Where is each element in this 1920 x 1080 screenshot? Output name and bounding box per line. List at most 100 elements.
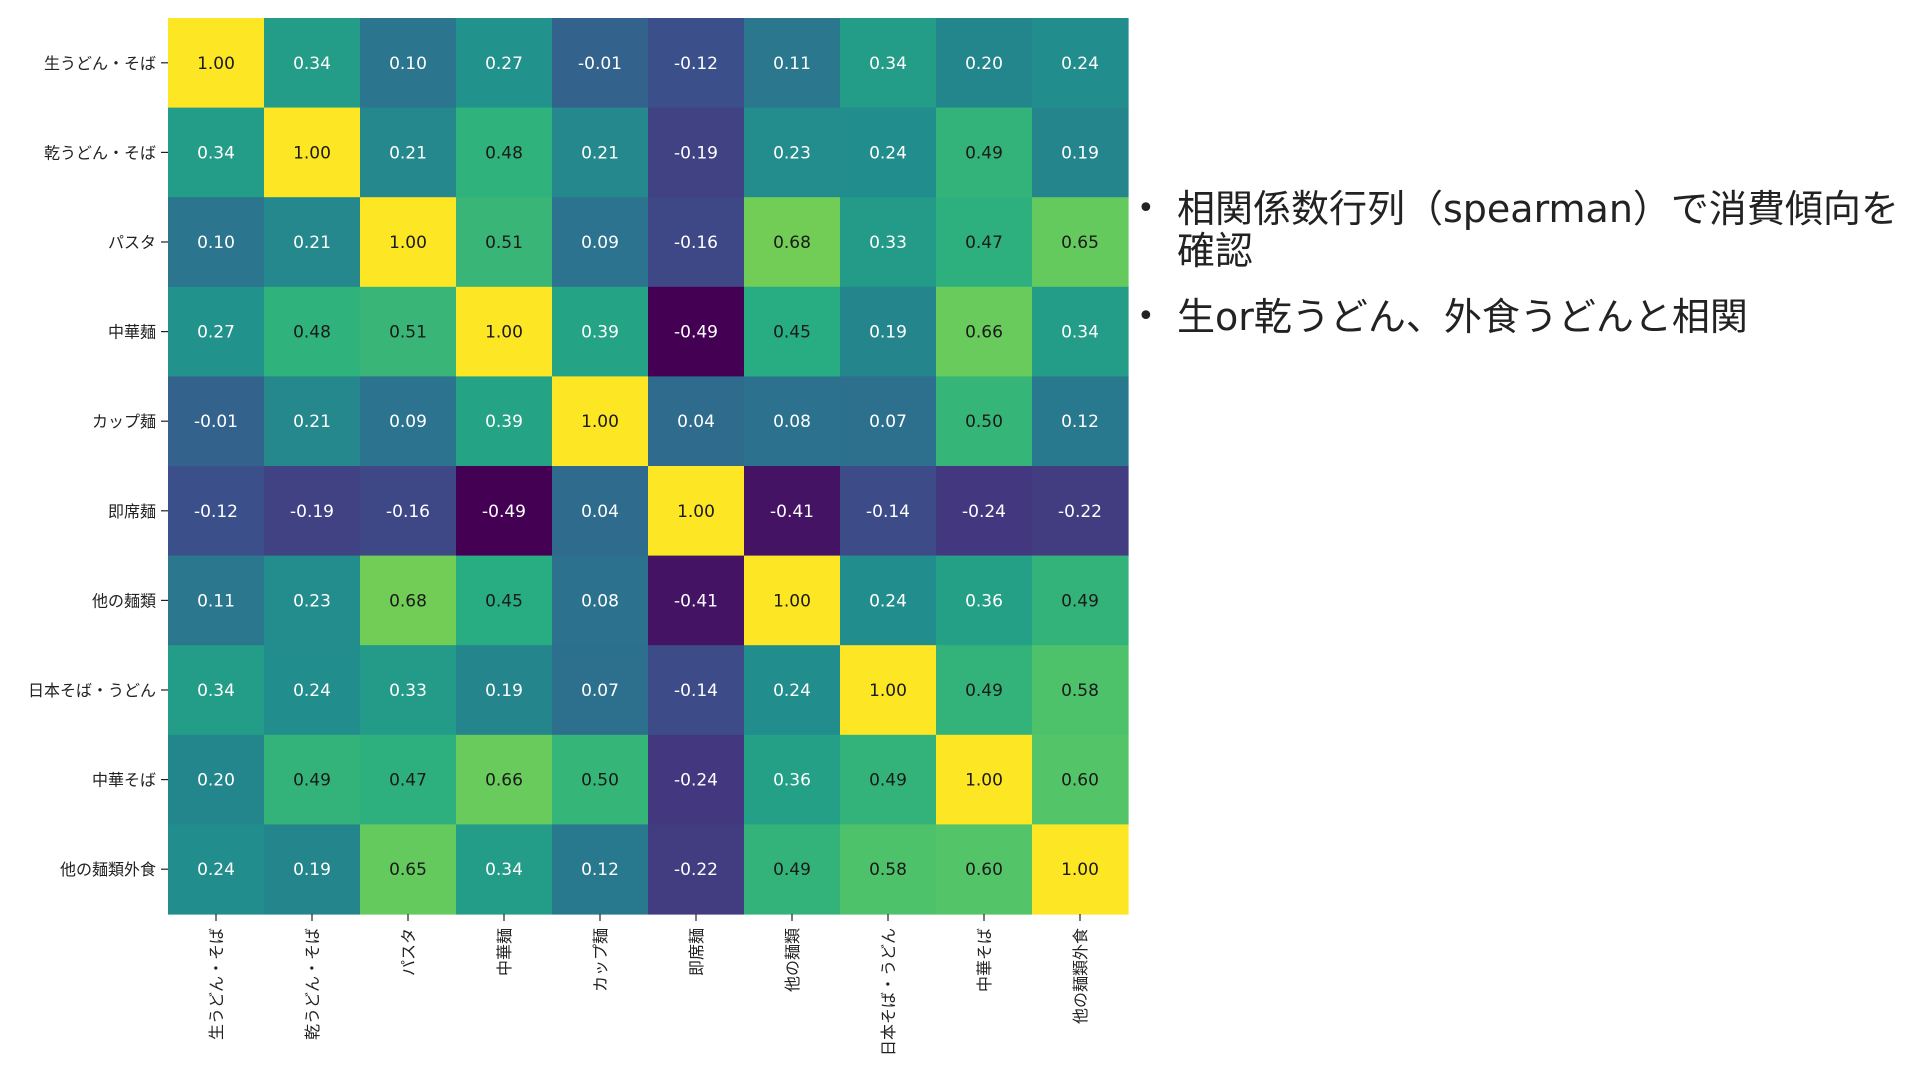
heatmap-cell [648,286,745,377]
cell-value-label: 0.65 [389,860,427,880]
cell-value-label: -0.12 [194,502,238,522]
cell-value-label: 0.27 [485,54,523,74]
cell-value-label: 0.27 [197,323,235,343]
cell-value-label: 0.11 [773,54,811,74]
cell-value-label: 0.09 [389,412,427,432]
x-tick-label: 中華麺 [495,928,514,976]
heatmap-cell [168,197,265,288]
cell-value-label: 0.19 [1061,143,1099,163]
cell-value-label: 0.34 [293,54,331,74]
heatmap-cell [840,376,937,467]
heatmap-cell [744,376,841,467]
cell-value-label: 0.24 [293,681,331,701]
y-tick-label: 乾うどん・そば [44,143,156,162]
cell-value-label: 0.34 [869,54,907,74]
cell-value-label: 0.11 [197,591,235,611]
cell-value-label: -0.49 [482,502,526,522]
cell-value-label: -0.01 [578,54,622,74]
cell-value-label: 0.66 [965,323,1003,343]
heatmap-cell [264,555,361,646]
cell-value-label: 0.34 [1061,323,1099,343]
heatmap-cell [360,645,457,736]
cell-value-label: 0.20 [197,771,235,791]
cell-value-label: 1.00 [293,143,331,163]
cell-value-label: 0.49 [869,771,907,791]
cell-value-label: 0.49 [965,681,1003,701]
heatmap-cell [360,466,457,557]
cell-value-label: 0.23 [773,143,811,163]
cell-value-label: -0.01 [194,412,238,432]
cell-value-label: -0.49 [674,323,718,343]
cell-value-label: 0.49 [1061,591,1099,611]
cell-value-label: 0.47 [965,233,1003,253]
heatmap-cell [360,18,457,109]
heatmap-cell [168,555,265,646]
x-tick-label: 生うどん・そば [207,928,226,1040]
cell-value-label: 1.00 [677,502,715,522]
cell-value-label: 0.21 [389,143,427,163]
cell-value-label: 0.09 [581,233,619,253]
cell-value-label: 0.49 [965,143,1003,163]
cell-value-label: 0.24 [1061,54,1099,74]
cell-value-label: 0.21 [581,143,619,163]
x-tick-label: 他の麺類外食 [1071,928,1090,1024]
cell-value-label: -0.12 [674,54,718,74]
heatmap-cell [936,555,1033,646]
cell-value-label: 1.00 [773,591,811,611]
heatmap-cell [1032,555,1129,646]
heatmap-cell [744,824,841,915]
cell-value-label: -0.41 [770,502,814,522]
heatmap-cell [648,376,745,467]
heatmap-cell [744,286,841,377]
heatmap-cell [1032,18,1129,109]
cell-value-label: 0.34 [197,681,235,701]
heatmap-cell [936,197,1033,288]
x-tick-label: 即席麺 [687,928,706,976]
heatmap-cell [936,734,1033,825]
heatmap-cell [936,107,1033,198]
cell-value-label: 0.60 [1061,771,1099,791]
heatmap-cell [936,645,1033,736]
cell-value-label: 0.68 [773,233,811,253]
heatmap-cell [456,197,553,288]
heatmap-cell [456,824,553,915]
heatmap-cell [648,734,745,825]
cell-value-label: 0.19 [869,323,907,343]
cell-value-label: 1.00 [965,771,1003,791]
cell-value-label: 0.50 [965,412,1003,432]
cell-value-label: -0.19 [674,143,718,163]
heatmap-cell [936,286,1033,377]
heatmap-cell [552,18,649,109]
cell-value-label: -0.14 [866,502,910,522]
cell-value-label: 0.24 [197,860,235,880]
heatmap-cell [264,197,361,288]
y-tick-label: 生うどん・そば [44,54,156,73]
cell-value-label: 0.34 [485,860,523,880]
cell-value-label: 0.12 [1061,412,1099,432]
x-tick-label: カップ麺 [591,928,610,992]
heatmap-cell [168,18,265,109]
cell-value-label: 0.10 [197,233,235,253]
heatmap-cell [264,376,361,467]
heatmap-cell [456,107,553,198]
heatmap-cell [1032,197,1129,288]
heatmap-cell [744,18,841,109]
cell-value-label: -0.22 [1058,502,1102,522]
heatmap-cell [264,466,361,557]
heatmap-cell [648,645,745,736]
heatmap-cell [840,197,937,288]
cell-value-label: 0.49 [293,771,331,791]
heatmap-cell [360,197,457,288]
heatmap-cell [168,376,265,467]
heatmap-cell [552,645,649,736]
heatmap-cell [840,555,937,646]
cell-value-label: 0.36 [773,771,811,791]
cell-value-label: -0.24 [674,771,718,791]
cell-value-label: -0.41 [674,591,718,611]
y-tick-label: 中華そば [92,771,156,790]
cell-value-label: 1.00 [197,54,235,74]
cell-value-label: 0.19 [485,681,523,701]
heatmap-cell [456,286,553,377]
heatmap-cell [264,645,361,736]
heatmap-cell [648,824,745,915]
